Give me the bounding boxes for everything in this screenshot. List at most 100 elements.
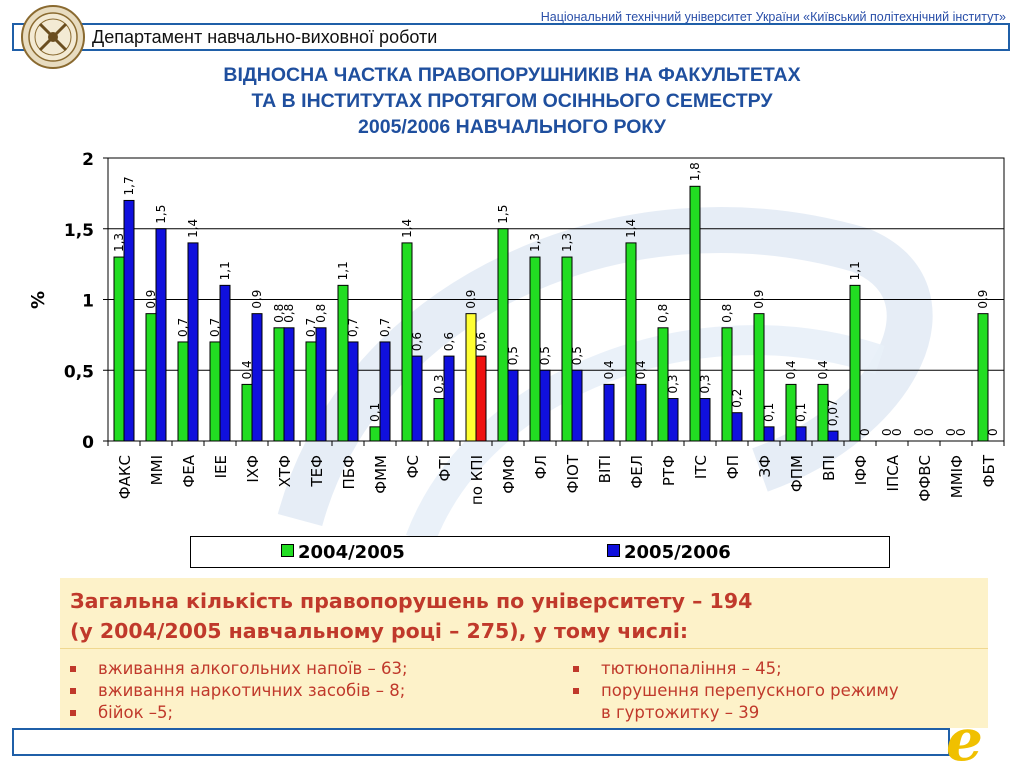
x-tick-label: ФМФ [500, 455, 518, 494]
bar-2004 [145, 313, 157, 442]
x-tick-label: ІФФ [852, 455, 870, 485]
x-tick-label: ФІОТ [564, 454, 582, 493]
bar-2004 [369, 426, 381, 442]
data-label-2004: 0,7 [176, 318, 190, 337]
legend-label-2005: 2005/2006 [624, 542, 731, 563]
data-label-2005: 1,1 [218, 261, 232, 280]
bar-2004 [529, 256, 541, 442]
bar-2004 [497, 228, 509, 442]
bar-2005 [539, 369, 551, 442]
list-item: тютюнопаління – 45; [563, 658, 899, 680]
legend-swatch-2004 [281, 544, 294, 557]
bar-2005 [795, 426, 807, 442]
bar-2005 [667, 398, 679, 442]
summary-line-2: (у 2004/2005 навчальному році – 275), у … [70, 619, 689, 643]
bar-2004 [849, 284, 861, 442]
legend-swatch-2005 [607, 544, 620, 557]
data-label-2004: 1,1 [336, 261, 350, 280]
bar-2004 [689, 185, 701, 442]
data-label-2004: 1,4 [400, 219, 414, 238]
bar-2005 [603, 383, 615, 442]
data-label-2005: 0 [954, 428, 968, 436]
x-tick-label: ФММ [372, 455, 390, 494]
data-label-2004: 0,8 [656, 304, 670, 323]
bar-2005 [219, 284, 231, 442]
data-label-2004: 1,5 [496, 205, 510, 224]
x-tick-label: ХТФ [276, 455, 294, 487]
bar-2005 [251, 313, 263, 442]
data-label-2005: 0,1 [762, 403, 776, 422]
data-label-2005: 1,4 [186, 219, 200, 238]
department-bar: Департамент навчально-виховної роботи [12, 23, 1010, 51]
data-label-2004: 0,9 [752, 290, 766, 309]
bar-2004 [113, 256, 125, 442]
data-label-2004: 0,3 [432, 374, 446, 393]
y-tick-label: 0,5 [64, 362, 94, 382]
data-label-2004: 1,4 [624, 219, 638, 238]
data-label-2004: 0,4 [784, 360, 798, 379]
y-tick-label: 1 [82, 292, 94, 312]
x-tick-label: ФС [404, 455, 422, 478]
data-label-2005: 0,3 [666, 374, 680, 393]
bar-2005 [315, 327, 327, 442]
x-tick-label: ФЕА [180, 454, 198, 487]
data-label-2005: 0,5 [506, 346, 520, 365]
bar-2004 [785, 383, 797, 442]
x-tick-label: ФАКС [116, 455, 134, 499]
bar-2005 [443, 355, 455, 442]
list-item: порушення перепускного режиму [563, 680, 899, 702]
data-label-2004: 1,3 [528, 233, 542, 252]
data-label-2004: 1,1 [848, 261, 862, 280]
x-tick-label: ІПСА [884, 454, 902, 491]
x-tick-label: ЗФ [756, 455, 774, 478]
bar-2005 [123, 199, 135, 442]
x-tick-label: ІЕЕ [212, 455, 230, 478]
y-tick-label: 0 [82, 433, 94, 453]
bar-2004 [561, 256, 573, 442]
bar-2005 [283, 327, 295, 442]
data-label-2005: 0,9 [250, 290, 264, 309]
bar-2005 [699, 398, 711, 442]
bar-2005 [347, 341, 359, 442]
summary-box: Загальна кількість правопорушень по унів… [60, 578, 988, 728]
bar-2004 [753, 313, 765, 442]
data-label-2005: 0,4 [634, 360, 648, 379]
data-label-2005: 0 [858, 428, 872, 436]
summary-divider [60, 648, 988, 649]
data-label-2004: 0,4 [240, 360, 254, 379]
data-label-2004: 0,9 [144, 290, 158, 309]
bar-2004 [337, 284, 349, 442]
offense-list-left: вживання алкогольних напоїв – 63; вживан… [60, 658, 408, 724]
title-line-1: ВІДНОСНА ЧАСТКА ПРАВОПОРУШНИКІВ НА ФАКУЛ… [223, 64, 801, 86]
data-label-2005: 0,6 [442, 332, 456, 351]
data-label-2004: 0,1 [368, 403, 382, 422]
x-tick-label: ІХФ [244, 455, 262, 483]
summary-heading: Загальна кількість правопорушень по унів… [70, 586, 752, 646]
e-logo-icon: e [946, 706, 983, 774]
data-label-2004: 0,7 [208, 318, 222, 337]
data-label-2005: 0,8 [314, 304, 328, 323]
bar-2005 [571, 369, 583, 442]
university-seal-icon [21, 5, 85, 69]
x-tick-label: ФЛ [532, 455, 550, 479]
x-tick-label: ФБТ [980, 454, 998, 487]
title-line-3: 2005/2006 НАВЧАЛЬНОГО РОКУ [358, 116, 666, 138]
x-tick-label: РТФ [660, 455, 678, 486]
chart-title: ВІДНОСНА ЧАСТКА ПРАВОПОРУШНИКІВ НА ФАКУЛ… [0, 62, 1024, 140]
data-label-2005: 0,6 [410, 332, 424, 351]
x-tick-label: ФЕЛ [628, 455, 646, 489]
x-tick-label: ТЕФ [308, 455, 326, 488]
data-label-2005: 1,7 [122, 176, 136, 195]
data-label-2004: 1,3 [112, 233, 126, 252]
bar-2005 [763, 426, 775, 442]
bar-2005 [507, 369, 519, 442]
bar-chart: 0 0,5 1 1,5 2% 1,3 1,7 ФАКС 0,9 1,5 ММІ 0,7 1,4 ФЕА 0,… [28, 150, 1005, 540]
title-line-2: ТА В ІНСТИТУТАХ ПРОТЯГОМ ОСІННЬОГО СЕМЕС… [251, 90, 773, 112]
bar-2005 [635, 383, 647, 442]
data-label-2005: 0,5 [538, 346, 552, 365]
bar-2004 [401, 242, 413, 442]
bar-2004 [721, 327, 733, 442]
y-tick-label: 1,5 [64, 221, 94, 241]
summary-line-1: Загальна кількість правопорушень по унів… [70, 589, 753, 613]
bar-2005 [411, 355, 423, 442]
